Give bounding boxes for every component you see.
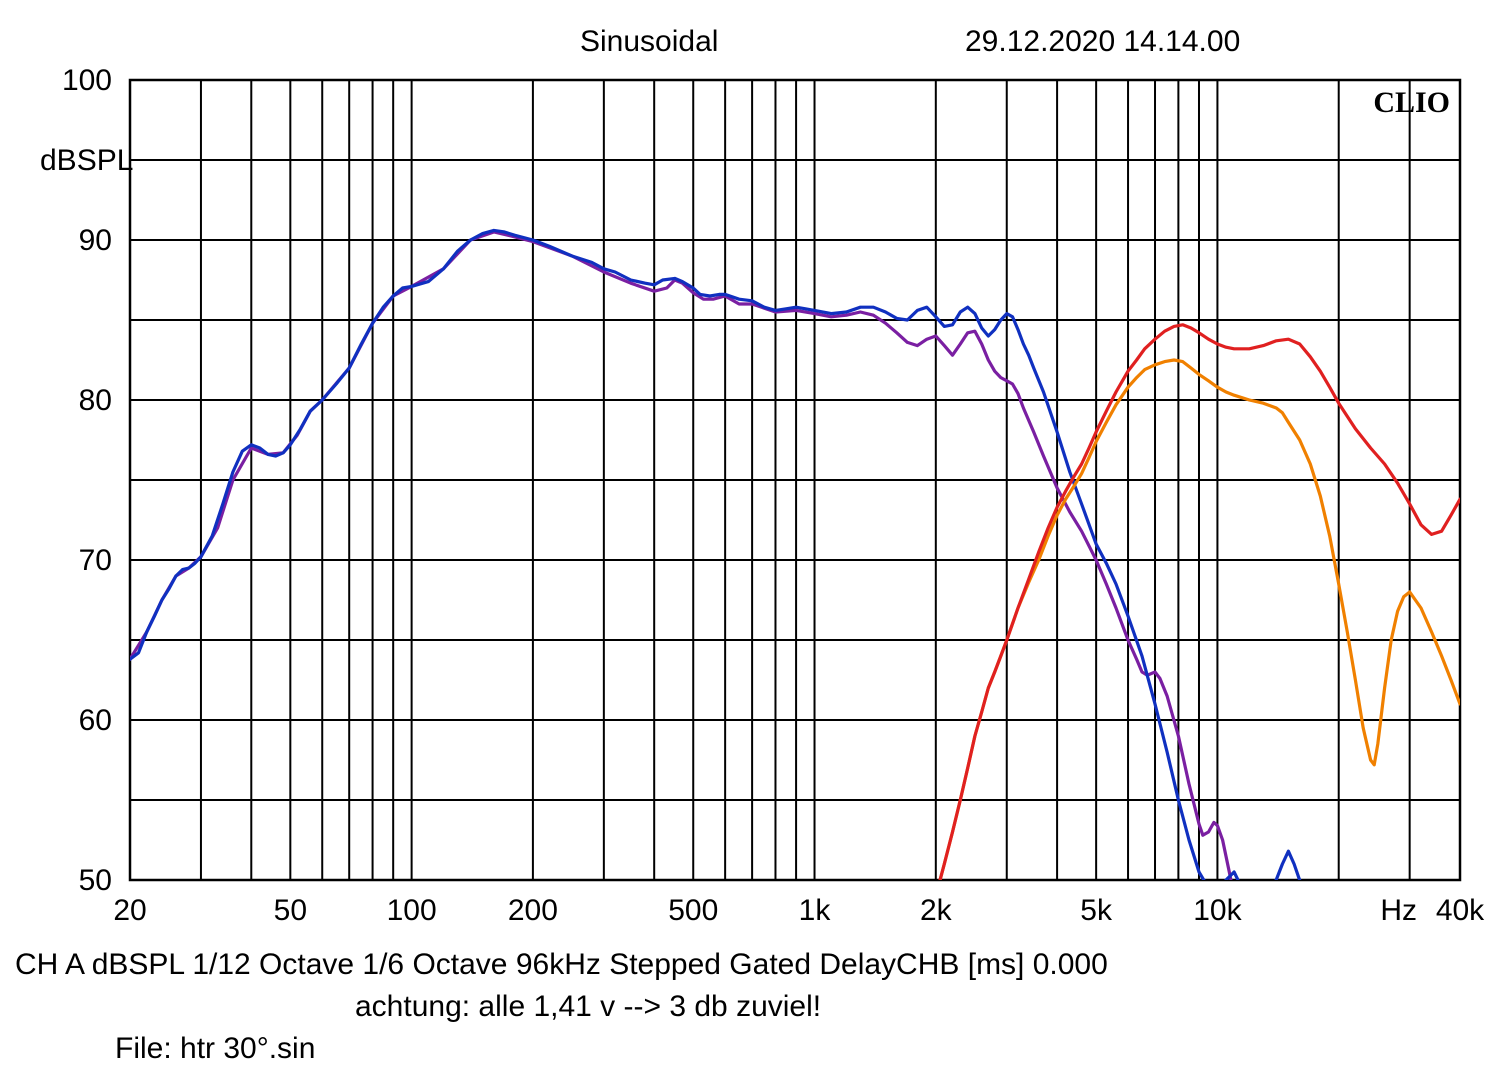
frequency-response-chart: 5060708090100dBSPL20501002005001k2k5k10k… (0, 0, 1500, 1086)
footer-line-2: achtung: alle 1,41 v --> 3 db zuviel! (355, 990, 821, 1024)
y-tick-label: 60 (79, 704, 112, 737)
y-tick-label: 90 (79, 224, 112, 257)
x-tick-label: 5k (1080, 894, 1113, 927)
y-tick-label: 100 (62, 64, 112, 97)
x-tick-label: 1k (799, 894, 832, 927)
x-tick-label: 40k (1436, 894, 1485, 927)
y-tick-label: 80 (79, 384, 112, 417)
x-tick-label: 20 (113, 894, 146, 927)
y-axis-unit-label: dBSPL (40, 144, 133, 177)
y-tick-label: 70 (79, 544, 112, 577)
footer-line-3: File: htr 30°.sin (115, 1032, 315, 1066)
x-tick-label: 10k (1193, 894, 1242, 927)
x-tick-label: 50 (274, 894, 307, 927)
x-tick-label: 500 (668, 894, 718, 927)
x-tick-label: 100 (387, 894, 437, 927)
x-axis-unit-label: Hz (1380, 894, 1417, 927)
footer-line-1: CH A dBSPL 1/12 Octave 1/6 Octave 96kHz … (15, 948, 1108, 982)
x-tick-label: 2k (920, 894, 953, 927)
watermark-clio: CLIO (1373, 86, 1450, 119)
y-tick-label: 50 (79, 864, 112, 897)
x-tick-label: 200 (508, 894, 558, 927)
